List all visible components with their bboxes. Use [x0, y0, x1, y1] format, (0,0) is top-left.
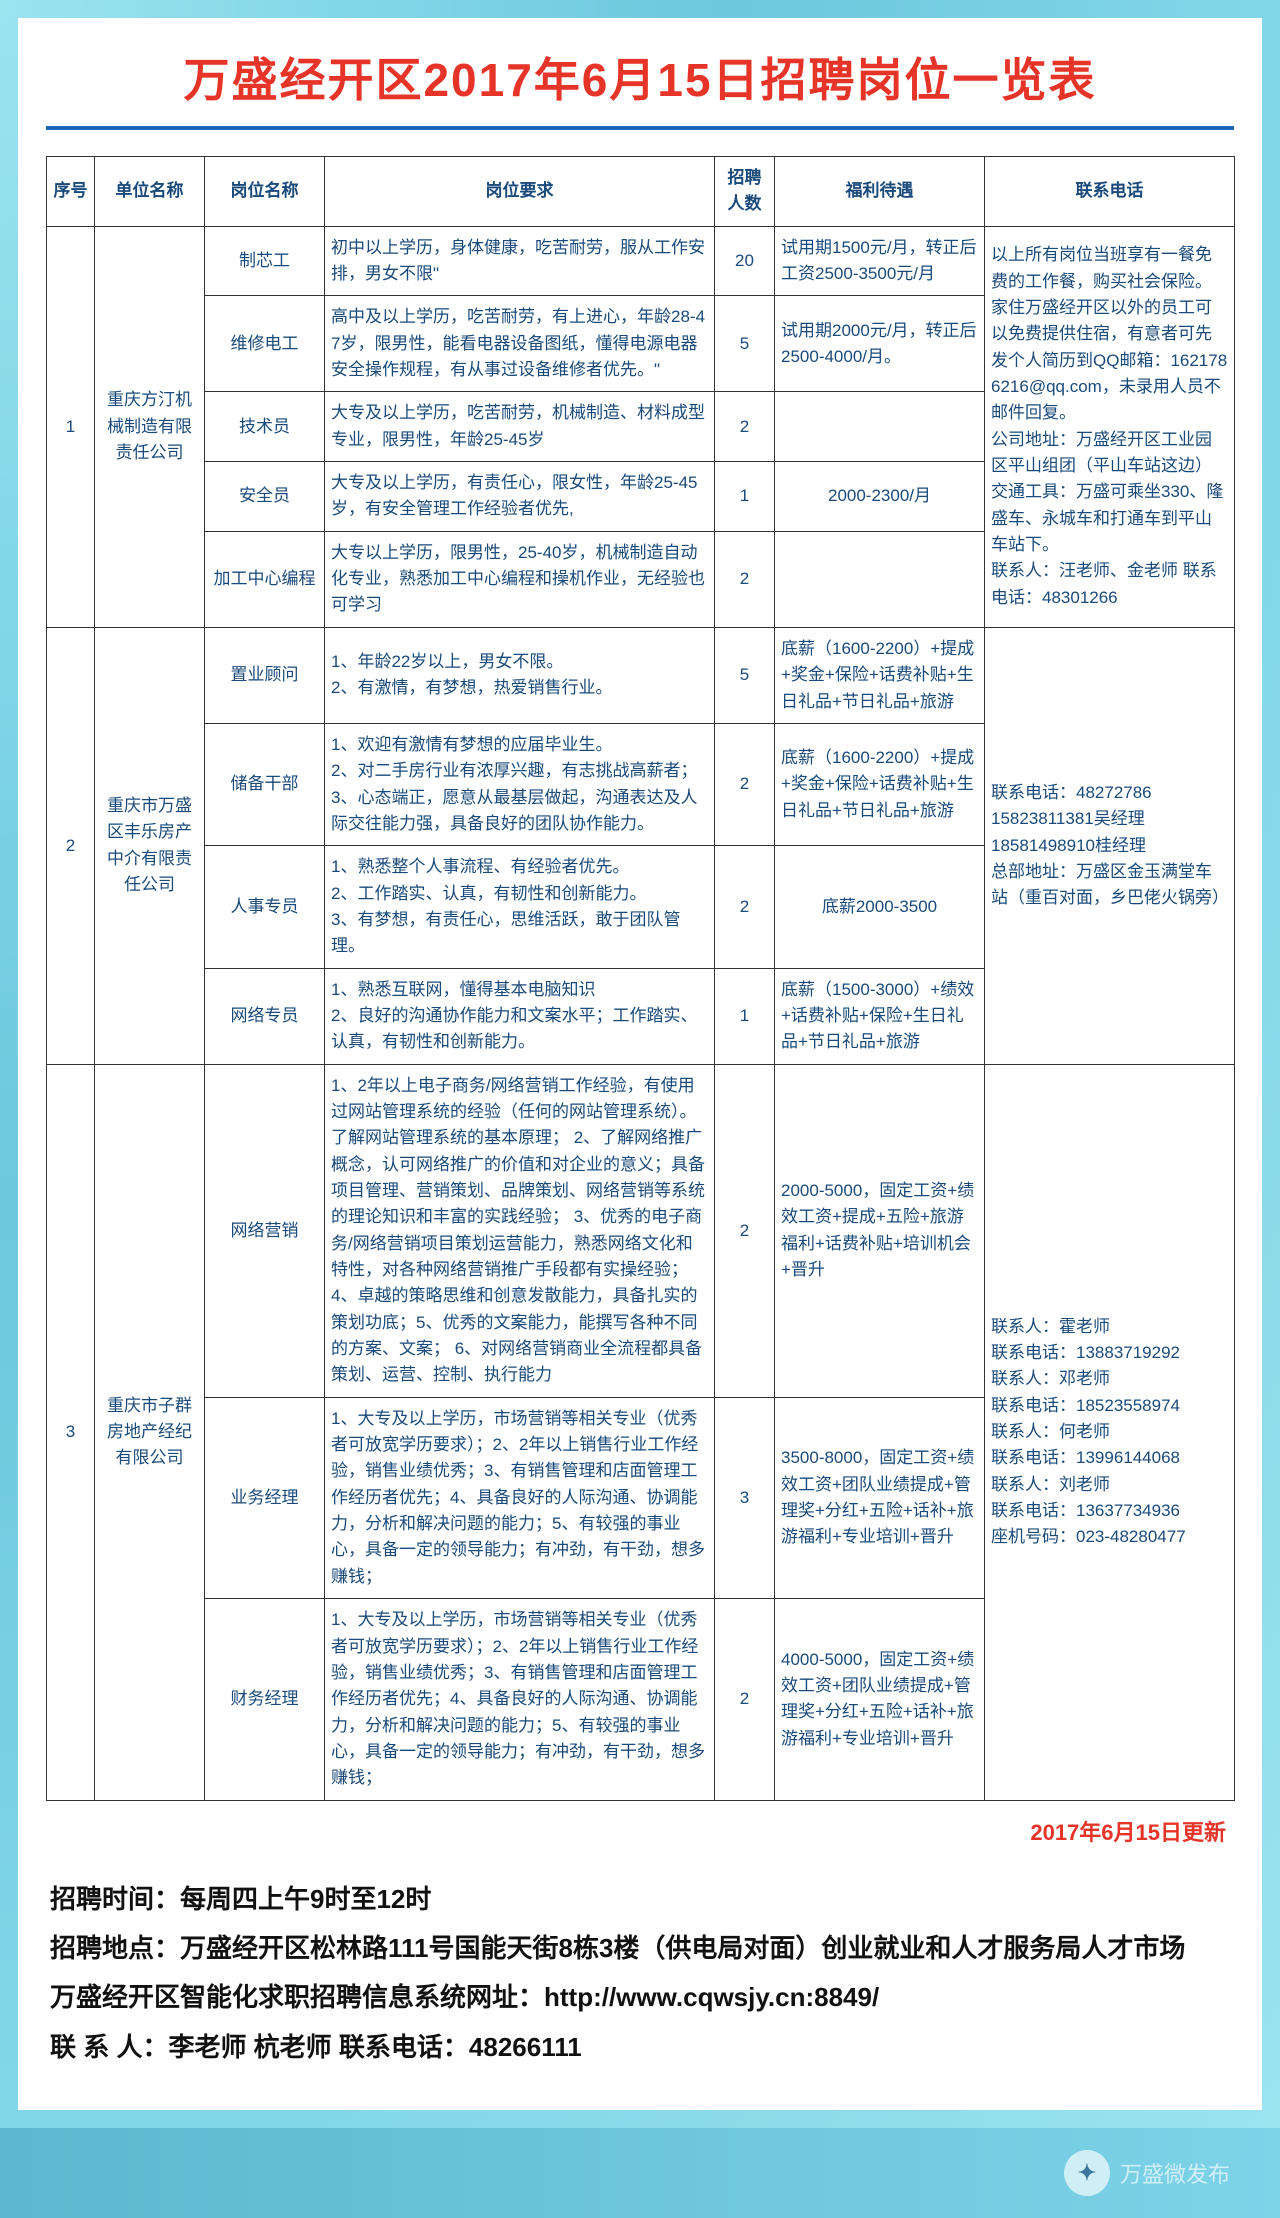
cell-req: 初中以上学历，身体健康，吃苦耐劳，服从工作安排，男女不限" [325, 226, 715, 296]
cell-benefit: 4000-5000，固定工资+绩效工资+团队业绩提成+管理奖+分红+五险+话补+… [775, 1599, 985, 1800]
cell-job: 网络营销 [205, 1064, 325, 1397]
cell-num: 2 [715, 392, 775, 462]
th-job: 岗位名称 [205, 157, 325, 227]
th-num: 招聘人数 [715, 157, 775, 227]
cell-num: 1 [715, 968, 775, 1064]
cell-req: 1、2年以上电子商务/网络营销工作经验，有使用过网站管理系统的经验（任何的网站管… [325, 1064, 715, 1397]
cell-benefit: 底薪（1500-3000）+绩效+话费补贴+保险+生日礼品+节日礼品+旅游 [775, 968, 985, 1064]
cell-benefit: 试用期1500元/月，转正后工资2500-3500元/月 [775, 226, 985, 296]
th-tel: 联系电话 [985, 157, 1235, 227]
cell-req: 1、熟悉互联网，懂得基本电脑知识 2、良好的沟通协作能力和文案水平；工作踏实、认… [325, 968, 715, 1064]
cell-req: 大专以上学历，限男性，25-40岁，机械制造自动化专业，熟悉加工中心编程和操机作… [325, 531, 715, 627]
footer-line-url: 万盛经开区智能化求职招聘信息系统网址：http://www.cqwsjy.cn:… [50, 1973, 1230, 2022]
cell-req: 1、年龄22岁以上，男女不限。 2、有激情，有梦想，热爱销售行业。 [325, 627, 715, 723]
cell-benefit: 底薪2000-3500 [775, 846, 985, 968]
cell-req: 1、欢迎有激情有梦想的应届毕业生。 2、对二手房行业有浓厚兴趣，有志挑战高薪者；… [325, 723, 715, 845]
cell-contact: 联系人：霍老师 联系电话：13883719292 联系人：邓老师 联系电话：18… [985, 1064, 1235, 1800]
cell-seq: 3 [47, 1064, 95, 1800]
cell-benefit: 2000-5000，固定工资+绩效工资+提成+五险+旅游福利+话费补贴+培训机会… [775, 1064, 985, 1397]
cell-num: 3 [715, 1397, 775, 1598]
cell-num: 5 [715, 627, 775, 723]
cell-num: 2 [715, 1599, 775, 1800]
cell-req: 1、大专及以上学历，市场营销等相关专业（优秀者可放宽学历要求）；2、2年以上销售… [325, 1397, 715, 1598]
th-benefit: 福利待遇 [775, 157, 985, 227]
cell-company: 重庆市子群房地产经纪有限公司 [95, 1064, 205, 1800]
cell-num: 2 [715, 723, 775, 845]
cell-job: 维修电工 [205, 296, 325, 392]
cell-job: 置业顾问 [205, 627, 325, 723]
cell-req: 高中及以上学历，吃苦耐劳，有上进心，年龄28-47岁，限男性，能看电器设备图纸，… [325, 296, 715, 392]
cell-job: 安全员 [205, 462, 325, 532]
cell-job: 技术员 [205, 392, 325, 462]
cell-job: 制芯工 [205, 226, 325, 296]
cell-contact: 联系电话：48272786 15823811381吴经理 18581498910… [985, 627, 1235, 1064]
th-company: 单位名称 [95, 157, 205, 227]
footer-line-place: 招聘地点：万盛经开区松林路111号国能天街8栋3楼（供电局对面）创业就业和人才服… [50, 1924, 1230, 1973]
cell-benefit [775, 392, 985, 462]
cell-benefit: 底薪（1600-2200）+提成+奖金+保险+话费补贴+生日礼品+节日礼品+旅游 [775, 723, 985, 845]
table-row: 2重庆市万盛区丰乐房产中介有限责任公司置业顾问1、年龄22岁以上，男女不限。 2… [47, 627, 1235, 723]
cell-num: 2 [715, 531, 775, 627]
watermark-text: 万盛微发布 [1120, 2157, 1230, 2189]
page-title: 万盛经开区2017年6月15日招聘岗位一览表 [46, 44, 1234, 130]
cell-num: 5 [715, 296, 775, 392]
cell-benefit [775, 531, 985, 627]
footer-line-time: 招聘时间：每周四上午9时至12时 [50, 1875, 1230, 1924]
cell-benefit: 2000-2300/月 [775, 462, 985, 532]
cell-num: 2 [715, 1064, 775, 1397]
cell-job: 加工中心编程 [205, 531, 325, 627]
cell-job: 财务经理 [205, 1599, 325, 1800]
cell-req: 1、大专及以上学历，市场营销等相关专业（优秀者可放宽学历要求）；2、2年以上销售… [325, 1599, 715, 1800]
cell-num: 1 [715, 462, 775, 532]
cell-req: 1、熟悉整个人事流程、有经验者优先。 2、工作踏实、认真，有韧性和创新能力。 3… [325, 846, 715, 968]
cell-req: 大专及以上学历，吃苦耐劳，机械制造、材料成型专业，限男性，年龄25-45岁 [325, 392, 715, 462]
th-req: 岗位要求 [325, 157, 715, 227]
cell-job: 人事专员 [205, 846, 325, 968]
wechat-icon: ✦ [1064, 2150, 1110, 2196]
cell-seq: 1 [47, 226, 95, 627]
cell-benefit: 3500-8000，固定工资+绩效工资+团队业绩提成+管理奖+分红+五险+话补+… [775, 1397, 985, 1598]
jobs-table: 序号 单位名称 岗位名称 岗位要求 招聘人数 福利待遇 联系电话 1重庆方汀机械… [46, 156, 1235, 1801]
cell-req: 大专及以上学历，有责任心，限女性，年龄25-45岁，有安全管理工作经验者优先, [325, 462, 715, 532]
cell-benefit: 试用期2000元/月，转正后2500-4000/月。 [775, 296, 985, 392]
cell-seq: 2 [47, 627, 95, 1064]
cell-num: 20 [715, 226, 775, 296]
cell-num: 2 [715, 846, 775, 968]
cell-job: 网络专员 [205, 968, 325, 1064]
th-seq: 序号 [47, 157, 95, 227]
table-row: 3重庆市子群房地产经纪有限公司网络营销1、2年以上电子商务/网络营销工作经验，有… [47, 1064, 1235, 1397]
cell-company: 重庆市万盛区丰乐房产中介有限责任公司 [95, 627, 205, 1064]
table-header-row: 序号 单位名称 岗位名称 岗位要求 招聘人数 福利待遇 联系电话 [47, 157, 1235, 227]
cell-company: 重庆方汀机械制造有限责任公司 [95, 226, 205, 627]
update-date: 2017年6月15日更新 [46, 1815, 1226, 1847]
table-row: 1重庆方汀机械制造有限责任公司制芯工初中以上学历，身体健康，吃苦耐劳，服从工作安… [47, 226, 1235, 296]
cell-job: 业务经理 [205, 1397, 325, 1598]
footer-line-contact: 联 系 人：李老师 杭老师 联系电话：48266111 [50, 2023, 1230, 2072]
cell-job: 储备干部 [205, 723, 325, 845]
cell-contact: 以上所有岗位当班享有一餐免费的工作餐，购买社会保险。家住万盛经开区以外的员工可以… [985, 226, 1235, 627]
watermark-bar: ✦ 万盛微发布 [0, 2128, 1280, 2218]
footer-info: 招聘时间：每周四上午9时至12时 招聘地点：万盛经开区松林路111号国能天街8栋… [46, 1869, 1234, 2083]
cell-benefit: 底薪（1600-2200）+提成+奖金+保险+话费补贴+生日礼品+节日礼品+旅游 [775, 627, 985, 723]
